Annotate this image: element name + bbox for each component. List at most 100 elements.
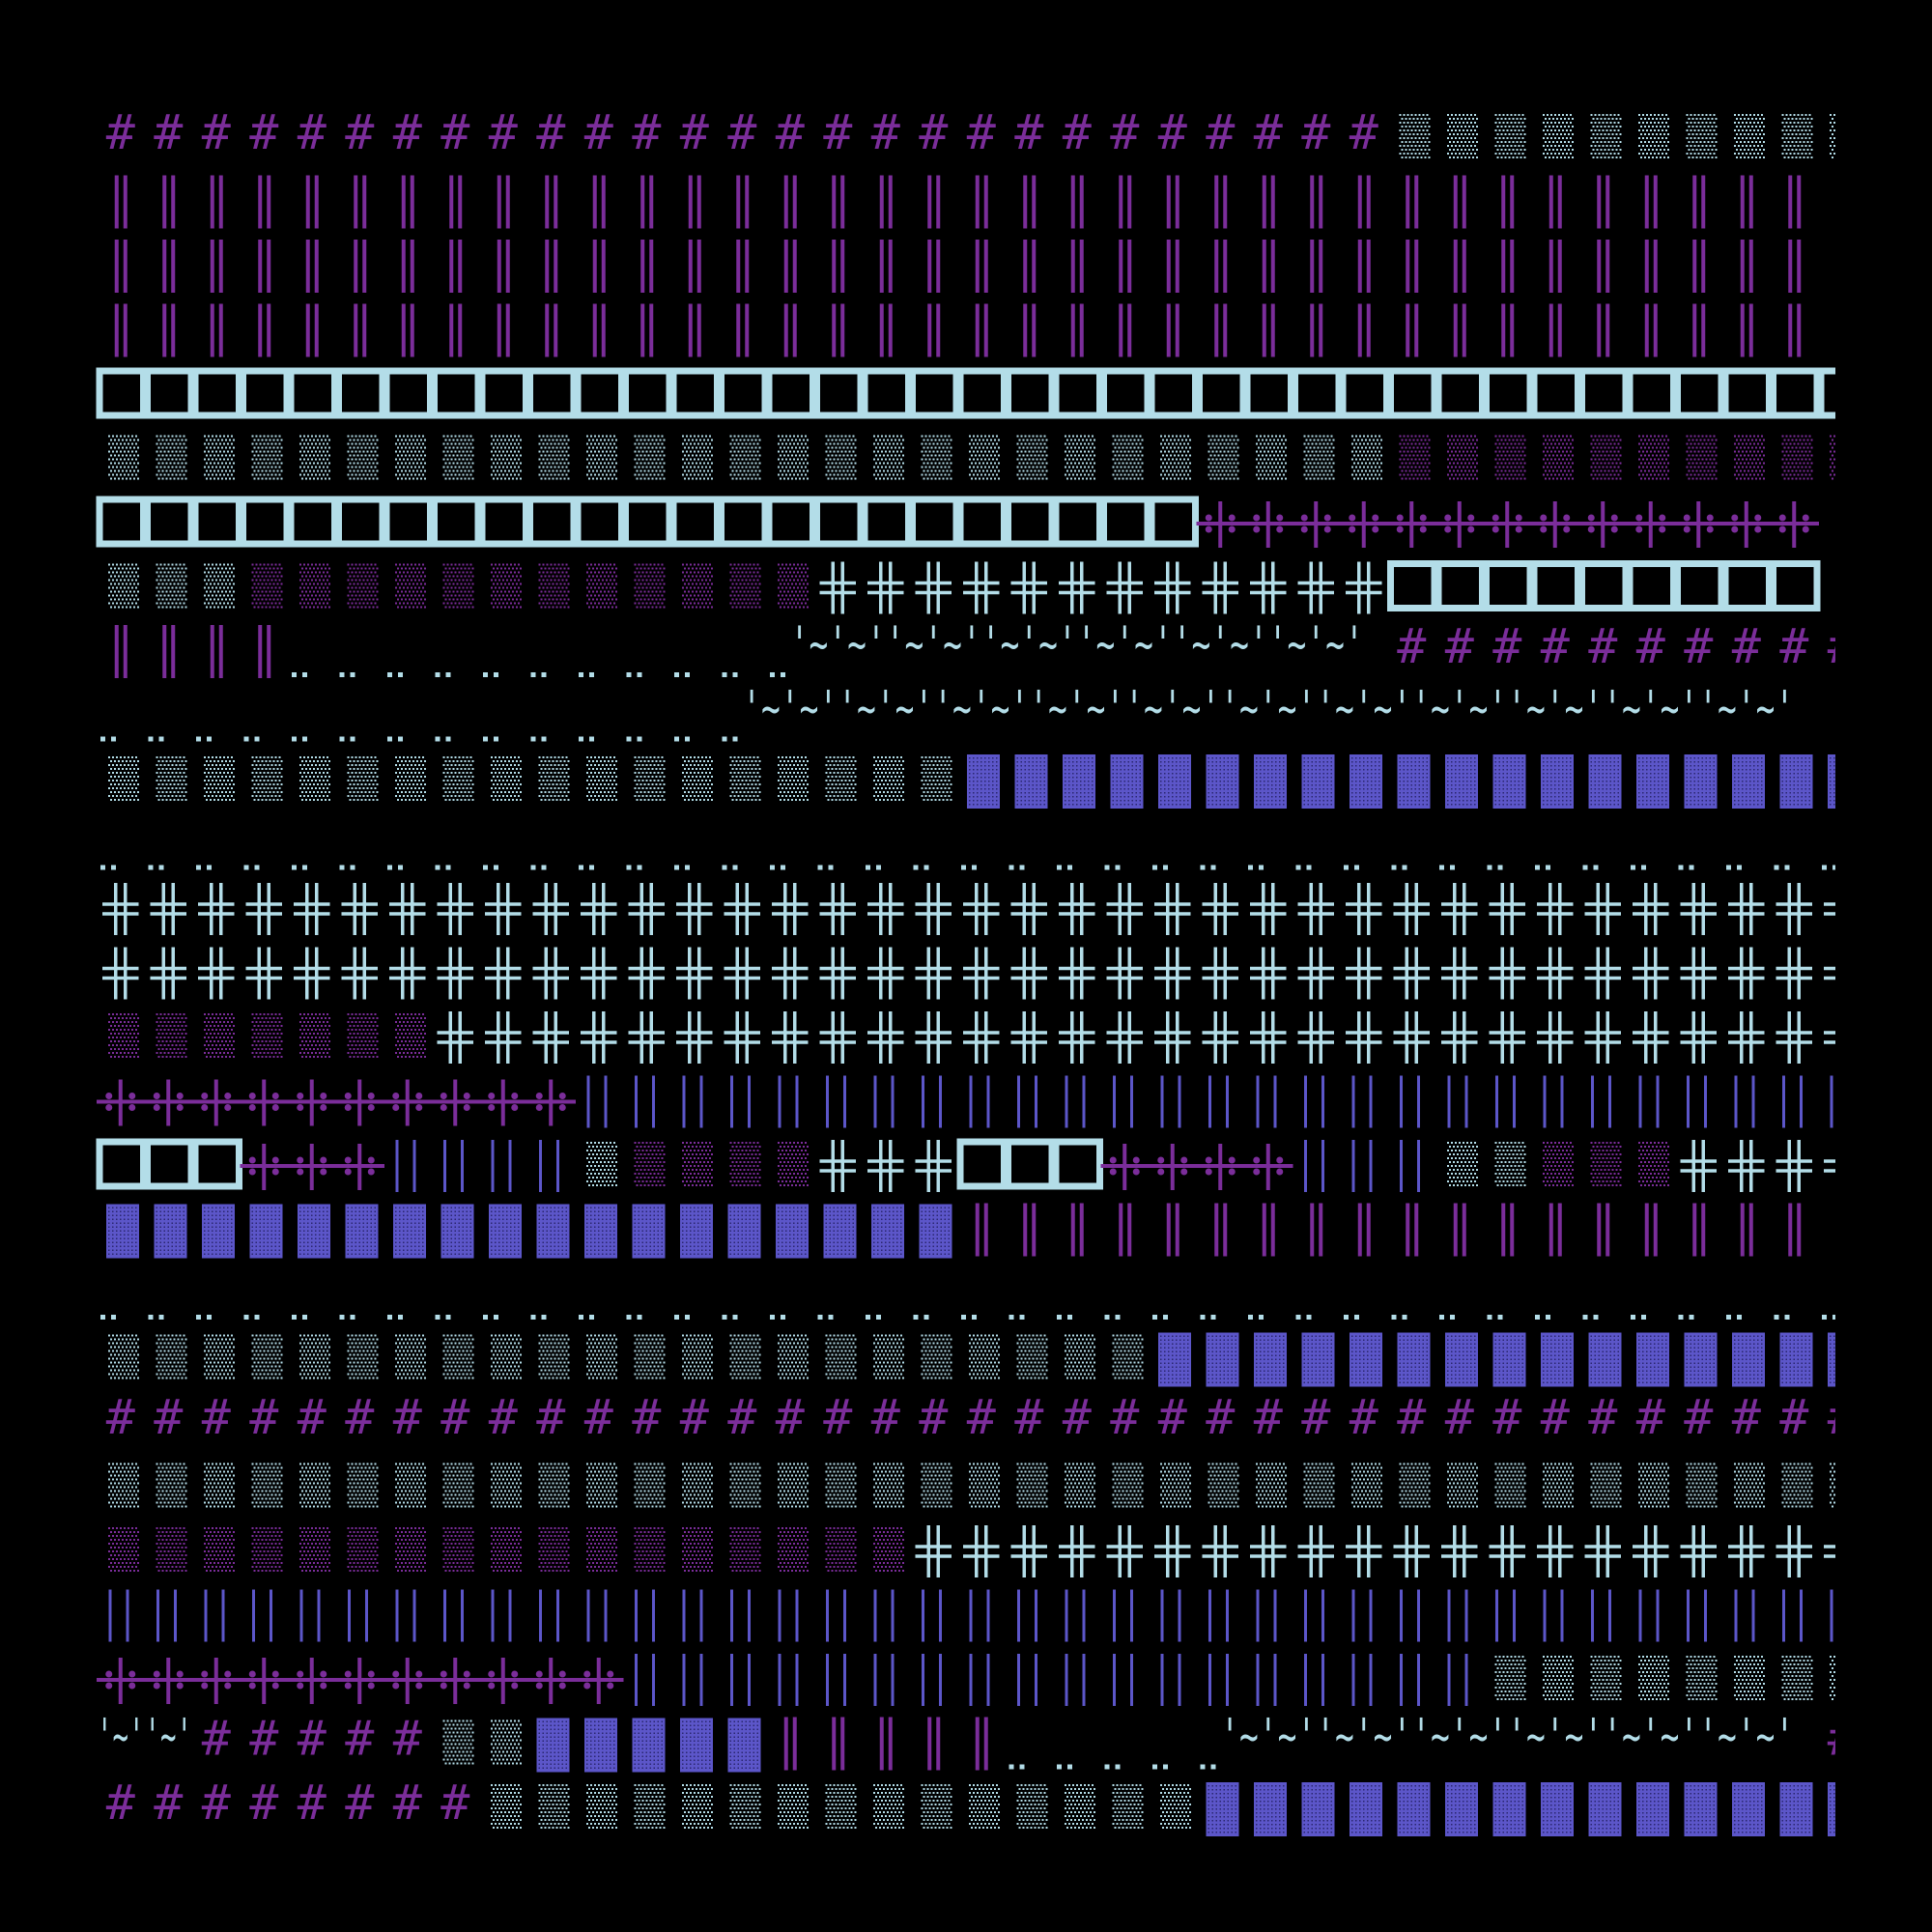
block-glyph xyxy=(1589,1333,1622,1387)
block-glyph xyxy=(1780,1333,1813,1387)
hash-glyph: # xyxy=(584,104,613,160)
block-glyph xyxy=(776,1205,809,1259)
block-glyph xyxy=(1350,754,1382,809)
tilde-glyph: '~'~' xyxy=(1603,1709,1698,1765)
hash-glyph: # xyxy=(1206,1389,1235,1445)
hash-glyph: # xyxy=(1301,104,1330,160)
hash-glyph: # xyxy=(202,1711,231,1767)
hash-glyph: # xyxy=(776,1389,805,1445)
block-glyph xyxy=(1063,754,1095,809)
hash-glyph: # xyxy=(1063,104,1092,160)
hash-glyph: # xyxy=(1684,618,1713,674)
block-glyph xyxy=(680,1205,713,1259)
hash-glyph: # xyxy=(1350,1389,1378,1445)
block-glyph xyxy=(489,1205,522,1259)
block-glyph xyxy=(1015,754,1048,809)
hash-glyph: # xyxy=(1541,1389,1570,1445)
block-glyph xyxy=(1398,1782,1431,1836)
hash-glyph: # xyxy=(919,1389,948,1445)
tilde-glyph: '~'~' xyxy=(1124,681,1220,737)
block-glyph xyxy=(1207,754,1239,809)
hash-glyph: # xyxy=(202,104,231,160)
hash-glyph: # xyxy=(919,104,948,160)
hash-glyph: # xyxy=(1014,1389,1043,1445)
hash-glyph: # xyxy=(1254,104,1283,160)
block-glyph xyxy=(298,1205,330,1259)
hash-glyph: # xyxy=(249,1775,278,1831)
block-glyph xyxy=(1350,1782,1382,1836)
tilde-glyph: '~'~' xyxy=(1316,1709,1411,1765)
block-glyph xyxy=(633,1719,666,1773)
hash-glyph: # xyxy=(727,104,756,160)
block-glyph xyxy=(1207,1782,1239,1836)
hash-glyph: # xyxy=(1779,1389,1808,1445)
tilde-glyph: '~'~' xyxy=(1507,1709,1603,1765)
hash-glyph: # xyxy=(680,1389,709,1445)
hash-glyph: # xyxy=(489,104,518,160)
block-glyph xyxy=(250,1205,283,1259)
hash-glyph: # xyxy=(249,1711,278,1767)
hash-glyph: # xyxy=(823,104,852,160)
row-21: ##################################### xyxy=(106,1389,1857,1445)
hash-glyph: # xyxy=(345,1389,374,1445)
block-glyph xyxy=(1398,1333,1431,1387)
block-glyph xyxy=(393,1205,426,1259)
hash-glyph: # xyxy=(632,1389,661,1445)
hash-glyph: # xyxy=(584,1389,613,1445)
tilde-glyph: '~'~' xyxy=(790,616,886,672)
block-glyph xyxy=(1732,1782,1765,1836)
block-glyph xyxy=(1636,754,1669,809)
hash-glyph: # xyxy=(536,104,565,160)
hash-glyph: # xyxy=(298,1775,327,1831)
hash-glyph: # xyxy=(1732,618,1761,674)
hash-glyph: # xyxy=(106,104,135,160)
block-glyph xyxy=(1589,1782,1622,1836)
tilde-glyph: '~'~' xyxy=(1173,616,1268,672)
block-glyph xyxy=(1445,1333,1478,1387)
block-glyph xyxy=(1302,1782,1335,1836)
tilde-glyph: '~'~' xyxy=(1698,1709,1794,1765)
block-glyph xyxy=(1158,754,1191,809)
hash-glyph: # xyxy=(489,1389,518,1445)
hash-glyph: # xyxy=(1254,1389,1283,1445)
tilde-short-glyph: '~' xyxy=(145,1709,193,1765)
block-glyph xyxy=(920,1205,952,1259)
hash-glyph: # xyxy=(202,1775,231,1831)
block-glyph xyxy=(1445,754,1478,809)
hash-glyph: # xyxy=(1445,618,1474,674)
block-glyph xyxy=(106,1205,139,1259)
block-glyph xyxy=(1780,1782,1813,1836)
block-glyph xyxy=(1302,754,1335,809)
hash-glyph: # xyxy=(298,1389,327,1445)
hash-glyph: # xyxy=(249,1389,278,1445)
tilde-glyph: '~'~' xyxy=(1411,1709,1507,1765)
block-glyph xyxy=(1445,1782,1478,1836)
tilde-glyph: '~'~' xyxy=(886,616,981,672)
hash-glyph: # xyxy=(1206,104,1235,160)
hash-glyph: # xyxy=(154,104,183,160)
tilde-short-glyph: '~' xyxy=(97,1709,145,1765)
hash-glyph: # xyxy=(1158,104,1187,160)
hash-glyph: # xyxy=(393,1775,422,1831)
hash-glyph: # xyxy=(393,1711,422,1767)
tilde-glyph: '~'~' xyxy=(981,616,1077,672)
tilde-glyph: '~'~' xyxy=(1029,681,1124,737)
hash-glyph: # xyxy=(680,104,709,160)
block-glyph xyxy=(633,1205,666,1259)
hash-glyph: # xyxy=(823,1389,852,1445)
hash-glyph: # xyxy=(106,1775,135,1831)
hash-glyph: # xyxy=(202,1389,231,1445)
hash-glyph: # xyxy=(1636,618,1665,674)
hash-glyph: # xyxy=(727,1389,756,1445)
block-glyph xyxy=(584,1719,617,1773)
block-glyph xyxy=(680,1719,713,1773)
tilde-glyph: '~'~' xyxy=(1077,616,1173,672)
hash-glyph: # xyxy=(1588,1389,1617,1445)
block-glyph xyxy=(967,754,1000,809)
block-glyph xyxy=(1636,1333,1669,1387)
hash-glyph: # xyxy=(1397,1389,1426,1445)
hash-glyph: # xyxy=(1445,1389,1474,1445)
block-glyph xyxy=(824,1205,857,1259)
hash-glyph: # xyxy=(1350,104,1378,160)
